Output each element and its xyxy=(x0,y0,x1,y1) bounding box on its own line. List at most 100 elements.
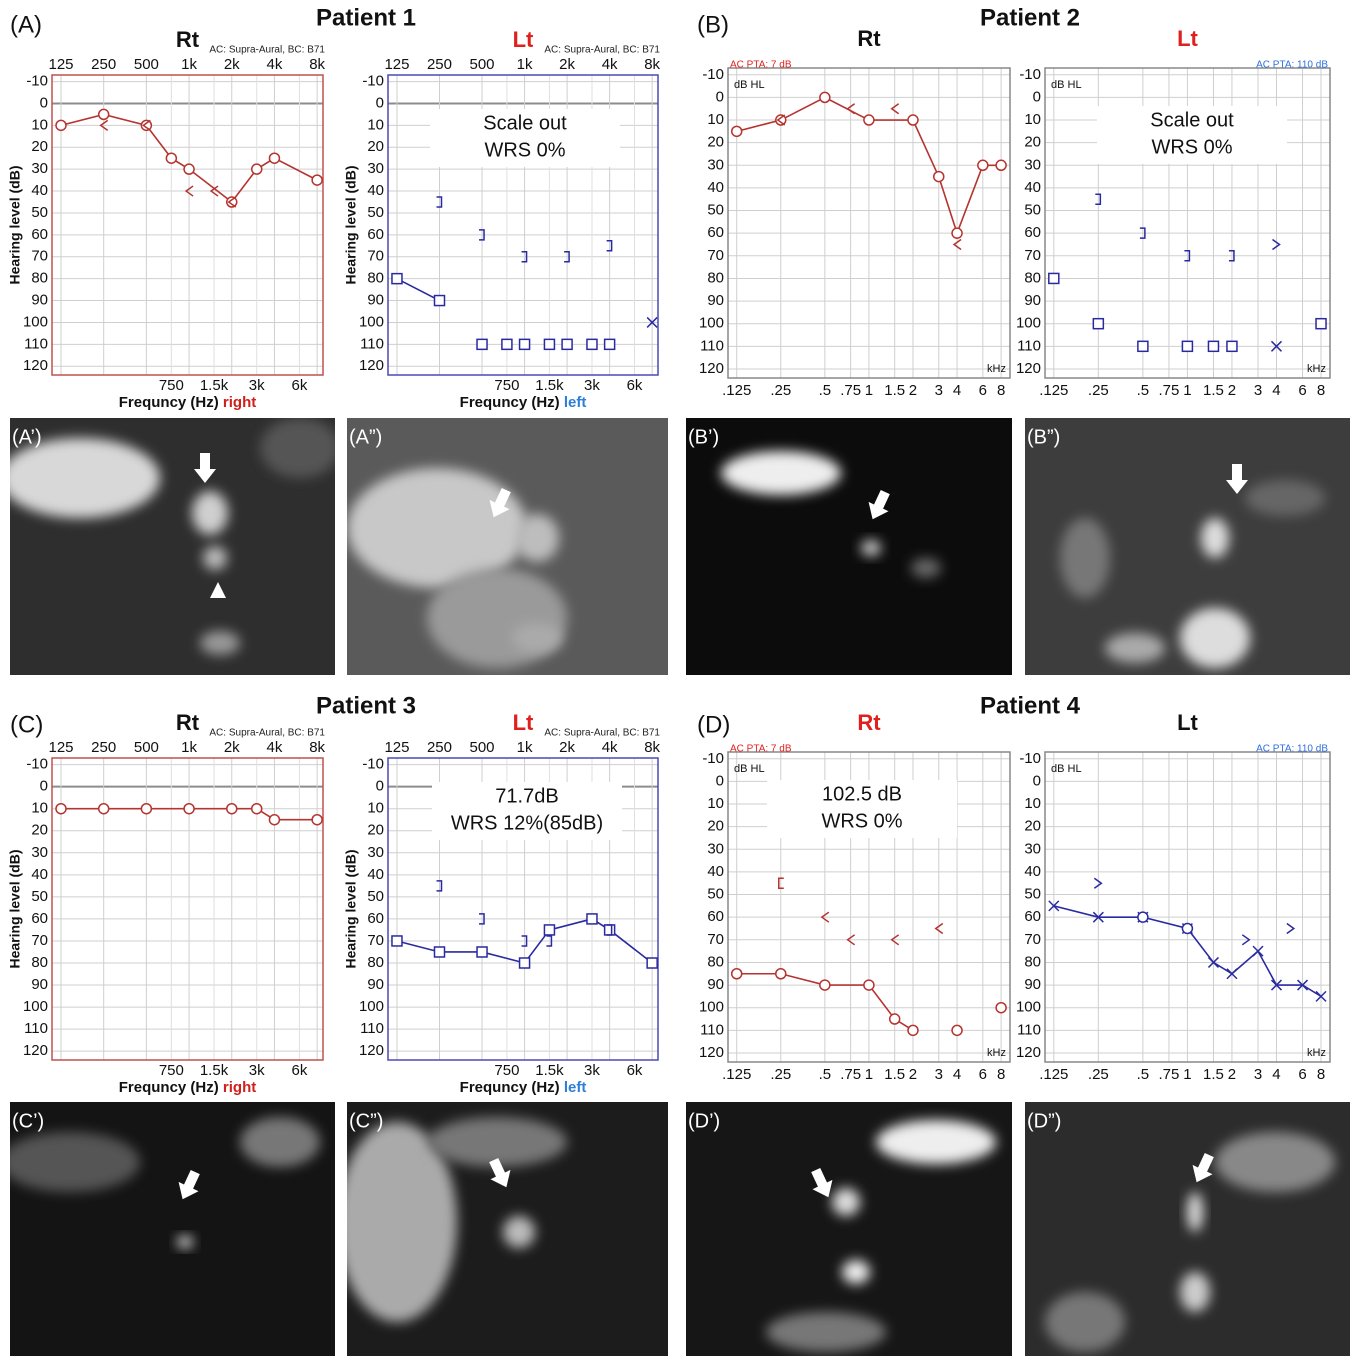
y-tick-label: 30 xyxy=(367,160,384,177)
tissue xyxy=(427,1117,567,1167)
marker xyxy=(951,1024,963,1037)
y-tick-label: 10 xyxy=(31,800,48,817)
x-tick-label: 8k xyxy=(644,739,660,756)
x-tick-label: 4 xyxy=(1272,382,1280,399)
y-tick-label: -10 xyxy=(362,73,384,90)
marker xyxy=(227,196,237,208)
x-tick-label: 2k xyxy=(224,739,240,756)
marker xyxy=(268,813,281,826)
image-label: (D”) xyxy=(1027,1110,1061,1132)
marker xyxy=(564,251,570,263)
x-tick-label: 2k xyxy=(559,739,575,756)
x-tick-label: 125 xyxy=(48,739,73,756)
marker xyxy=(55,119,67,132)
marker xyxy=(907,114,919,126)
marker xyxy=(951,227,963,239)
y-tick-label: 20 xyxy=(1024,818,1041,835)
y-tick-label: 90 xyxy=(31,292,48,309)
x-tick-label: 8 xyxy=(1317,382,1325,399)
x-axis-label-text: Frequncy (Hz) xyxy=(460,1079,560,1096)
image-label: (C’) xyxy=(12,1110,44,1132)
tissue xyxy=(1180,608,1250,668)
y-tick-label: 70 xyxy=(707,247,724,264)
x-tick-label: 250 xyxy=(91,56,116,73)
marker xyxy=(97,108,110,121)
x-tick-label: 3k xyxy=(249,377,265,394)
marker xyxy=(995,159,1007,172)
marker xyxy=(778,877,784,889)
y-tick-label: 20 xyxy=(1024,134,1041,151)
marker xyxy=(1228,250,1235,262)
x-tick-label: .125 xyxy=(1039,382,1068,399)
mri-image: (B’) xyxy=(686,418,1012,675)
arrow xyxy=(489,1157,511,1188)
y-tick-label: 120 xyxy=(1016,360,1041,377)
y-tick-label: 90 xyxy=(367,976,384,993)
marker xyxy=(1315,317,1327,330)
marker xyxy=(479,229,485,241)
series-line xyxy=(396,277,440,302)
y-tick-label: 80 xyxy=(367,270,384,287)
x-tick-label: 6k xyxy=(291,377,307,394)
text-box xyxy=(430,109,620,167)
marker xyxy=(995,1001,1007,1014)
arrowhead xyxy=(210,582,226,598)
x-tick-label: 1.5k xyxy=(200,377,229,394)
panel-label: (A) xyxy=(10,11,42,38)
y-tick-label: 0 xyxy=(376,778,384,795)
tissue xyxy=(260,418,335,478)
image-content xyxy=(10,418,335,655)
marker xyxy=(1252,945,1264,957)
x-tick-label: 1.5 xyxy=(884,382,905,399)
x-tick-label: 2 xyxy=(1228,382,1236,399)
y-tick-label: -10 xyxy=(1019,66,1041,83)
y-tick-label: 60 xyxy=(1024,224,1041,241)
audiogram: -10 0 10 20 30 40 50 60 70 80 90 100 110 120 .125 .25 .5… xyxy=(699,26,1011,399)
marker xyxy=(1048,900,1060,912)
tissue xyxy=(1045,1292,1125,1352)
mri-image: (C”) xyxy=(347,1102,668,1356)
y-tick-label: 110 xyxy=(360,335,384,352)
y-tick-label: 80 xyxy=(367,954,384,971)
annotation: AC: Supra-Aural, BC: B71 xyxy=(209,45,325,56)
marker xyxy=(1181,922,1194,935)
marker xyxy=(476,338,488,351)
y-tick-label: 20 xyxy=(707,818,724,835)
marker xyxy=(391,272,403,285)
plot-frame xyxy=(1044,751,1331,1063)
chart-title: Rt xyxy=(857,26,881,51)
x-tick-label: 500 xyxy=(134,739,159,756)
marker xyxy=(99,119,109,131)
x-unit-label: kHz xyxy=(1307,363,1326,375)
x-tick-label: 4 xyxy=(953,382,961,399)
y-tick-label: 50 xyxy=(1024,886,1041,903)
x-tick-label: 3 xyxy=(935,1066,943,1083)
chart-title: Lt xyxy=(1177,26,1198,51)
marker xyxy=(646,316,658,328)
marker xyxy=(391,935,403,947)
y-tick-label: 110 xyxy=(700,337,724,354)
series-line xyxy=(1053,905,1322,998)
x-tick-label: 6 xyxy=(979,1066,987,1083)
marker xyxy=(311,174,323,186)
y-tick-label: 90 xyxy=(707,976,724,993)
marker xyxy=(250,163,263,175)
marker xyxy=(775,114,787,126)
y-tick-label: 10 xyxy=(1024,795,1041,812)
text-box-line: WRS 0% xyxy=(821,810,902,832)
marker xyxy=(546,935,553,947)
marker xyxy=(184,185,194,197)
x-axis-label-side: left xyxy=(564,1079,587,1096)
x-tick-label: 8k xyxy=(309,56,325,73)
x-tick-label: 8 xyxy=(997,1066,1005,1083)
marker xyxy=(863,979,875,991)
annotation: AC: Supra-Aural, BC: B71 xyxy=(544,45,660,56)
y-tick-label: -10 xyxy=(702,66,724,83)
y-tick-label: 70 xyxy=(31,932,48,949)
y-tick-label: 120 xyxy=(1016,1044,1041,1061)
y-tick-label: 90 xyxy=(367,292,384,309)
x-tick-label: 2 xyxy=(909,1066,917,1083)
y-tick-label: 40 xyxy=(367,182,384,199)
y-tick-label: 110 xyxy=(700,1021,724,1038)
x-tick-label: 1 xyxy=(865,382,873,399)
